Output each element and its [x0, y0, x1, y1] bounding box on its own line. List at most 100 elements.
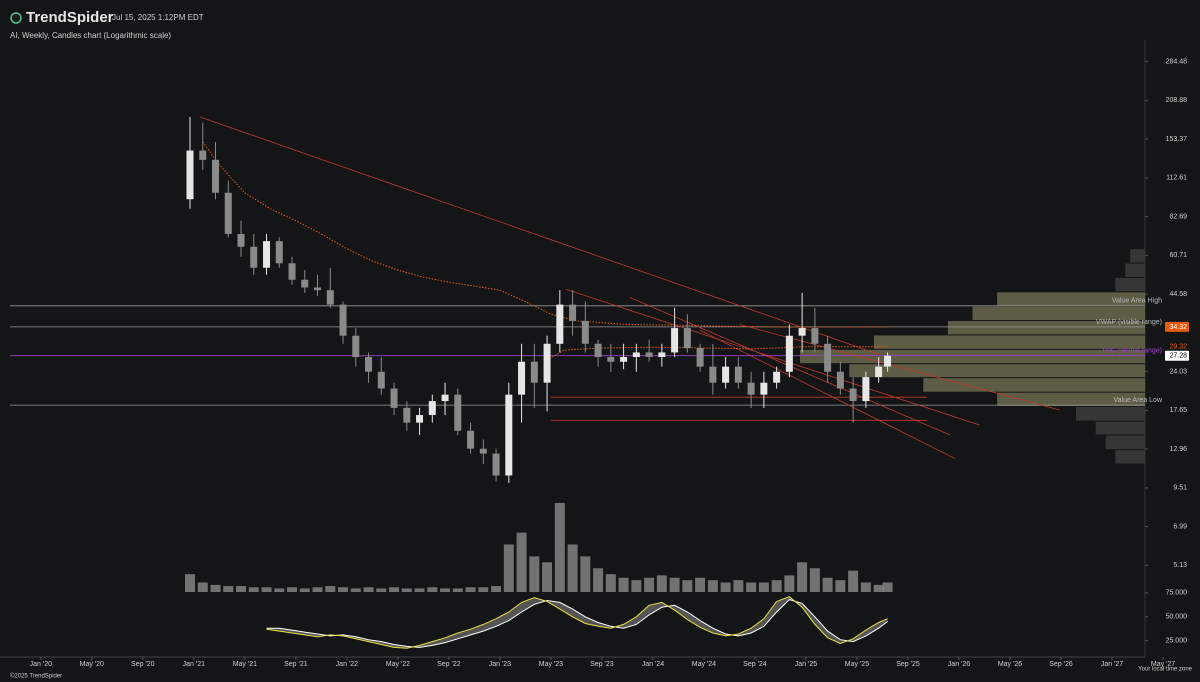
y-tick-label: 6.99: [1173, 523, 1187, 530]
profile-bar: [1125, 263, 1145, 277]
volume-bar: [695, 577, 706, 592]
osc-line: [266, 599, 888, 648]
x-tick-label: Sep '23: [590, 661, 614, 668]
candle-body: [658, 352, 666, 358]
profile-bar: [800, 349, 1145, 364]
candle-body: [849, 388, 857, 402]
y-tick-label: 60.71: [1169, 252, 1187, 259]
x-tick-label: Jan '21: [183, 661, 205, 668]
candle-body: [186, 150, 194, 200]
volume-bar: [580, 556, 591, 592]
y-tick-label: 17.65: [1169, 407, 1187, 414]
volume-bar: [299, 588, 310, 592]
candle-body: [224, 192, 232, 234]
candle-body: [352, 335, 360, 358]
volume-bar: [389, 587, 400, 592]
candle-body: [734, 366, 742, 383]
candle-body: [492, 453, 500, 476]
volume-bar: [797, 562, 808, 592]
profile-bar: [923, 378, 1145, 392]
copyright: ©2025 TrendSpider: [10, 673, 62, 680]
candle-body: [594, 343, 602, 358]
profile-bar: [849, 364, 1145, 378]
level-label: VWAP (visible range): [1096, 319, 1162, 326]
candle-body: [518, 361, 526, 395]
y-tick-label: 112.61: [1166, 175, 1187, 182]
volume-bar: [427, 587, 438, 592]
candle-body: [403, 407, 411, 423]
x-tick-label: Jan '23: [489, 661, 511, 668]
volume-bar: [771, 580, 782, 592]
candle-body: [479, 448, 487, 454]
volume-bar: [491, 586, 502, 592]
candle-body: [441, 394, 449, 402]
candle-body: [467, 430, 475, 449]
profile-bar: [1076, 406, 1145, 421]
osc-tick-label: 50.000: [1166, 614, 1188, 621]
volume-bar: [707, 580, 718, 592]
volume-bar: [746, 582, 757, 592]
volume-bar: [248, 587, 259, 592]
x-tick-label: Sep '22: [437, 661, 461, 668]
candle-body: [645, 352, 653, 358]
timestamp: Jul 15, 2025 1:12PM EDT: [112, 13, 204, 22]
volume-bar: [261, 587, 272, 592]
x-tick-label: May '21: [233, 661, 257, 668]
price-tag-box: [1165, 321, 1189, 332]
x-tick-label: Jan '25: [795, 661, 817, 668]
profile-bar: [1130, 249, 1145, 263]
candle-body: [199, 150, 207, 160]
candle-body: [581, 320, 589, 344]
trendline: [200, 116, 881, 356]
x-tick-label: Sep '21: [284, 661, 308, 668]
candle-body: [760, 382, 768, 395]
candle-body: [556, 304, 564, 344]
volume-bar: [873, 584, 884, 592]
brand: TrendSpider: [26, 9, 114, 26]
x-tick-label: Jan '22: [336, 661, 358, 668]
candle-body: [377, 371, 385, 389]
candle-body: [505, 394, 513, 476]
volume-bar: [882, 582, 893, 592]
candle-body: [722, 366, 730, 383]
volume-bar: [593, 568, 604, 592]
trendline: [739, 324, 1060, 411]
profile-bar: [1115, 450, 1145, 464]
volume-bar: [554, 502, 565, 592]
volume-bar: [223, 586, 234, 592]
y-tick-label: 9.51: [1173, 485, 1187, 492]
candle-body: [275, 241, 283, 264]
y-tick-label: 208.88: [1166, 97, 1188, 104]
level-label: Value Area High: [1112, 298, 1162, 305]
volume-bar: [376, 588, 387, 592]
price-tag-box: [1165, 350, 1189, 361]
profile-bar: [1095, 421, 1145, 435]
candle-body: [798, 328, 806, 336]
volume-bar: [656, 575, 667, 592]
candle-body: [862, 377, 870, 402]
candle-body: [339, 304, 347, 336]
candle-body: [884, 355, 892, 367]
trendline: [699, 329, 956, 460]
candle-body: [747, 382, 755, 395]
profile-bar: [873, 335, 1145, 349]
volume-bar: [720, 582, 731, 592]
candle-body: [785, 335, 793, 372]
volume-bar: [210, 584, 221, 592]
vwap-line: [202, 141, 888, 328]
candle-body: [569, 304, 577, 321]
candle-body: [620, 357, 628, 362]
y-tick-label: 24.03: [1169, 368, 1187, 375]
volume-bar: [733, 580, 744, 592]
x-tick-label: Jan '26: [948, 661, 970, 668]
candle-body: [390, 388, 398, 408]
x-tick-label: Jan '24: [642, 661, 664, 668]
volume-bar: [835, 580, 846, 592]
trendline: [566, 289, 980, 426]
x-tick-label: May '22: [386, 661, 410, 668]
x-tick-label: Jan '27: [1101, 661, 1123, 668]
volume-bar: [669, 577, 680, 592]
level-label: PoC (visible range): [1102, 348, 1162, 355]
candle-body: [314, 287, 322, 291]
candle-body: [530, 361, 538, 383]
